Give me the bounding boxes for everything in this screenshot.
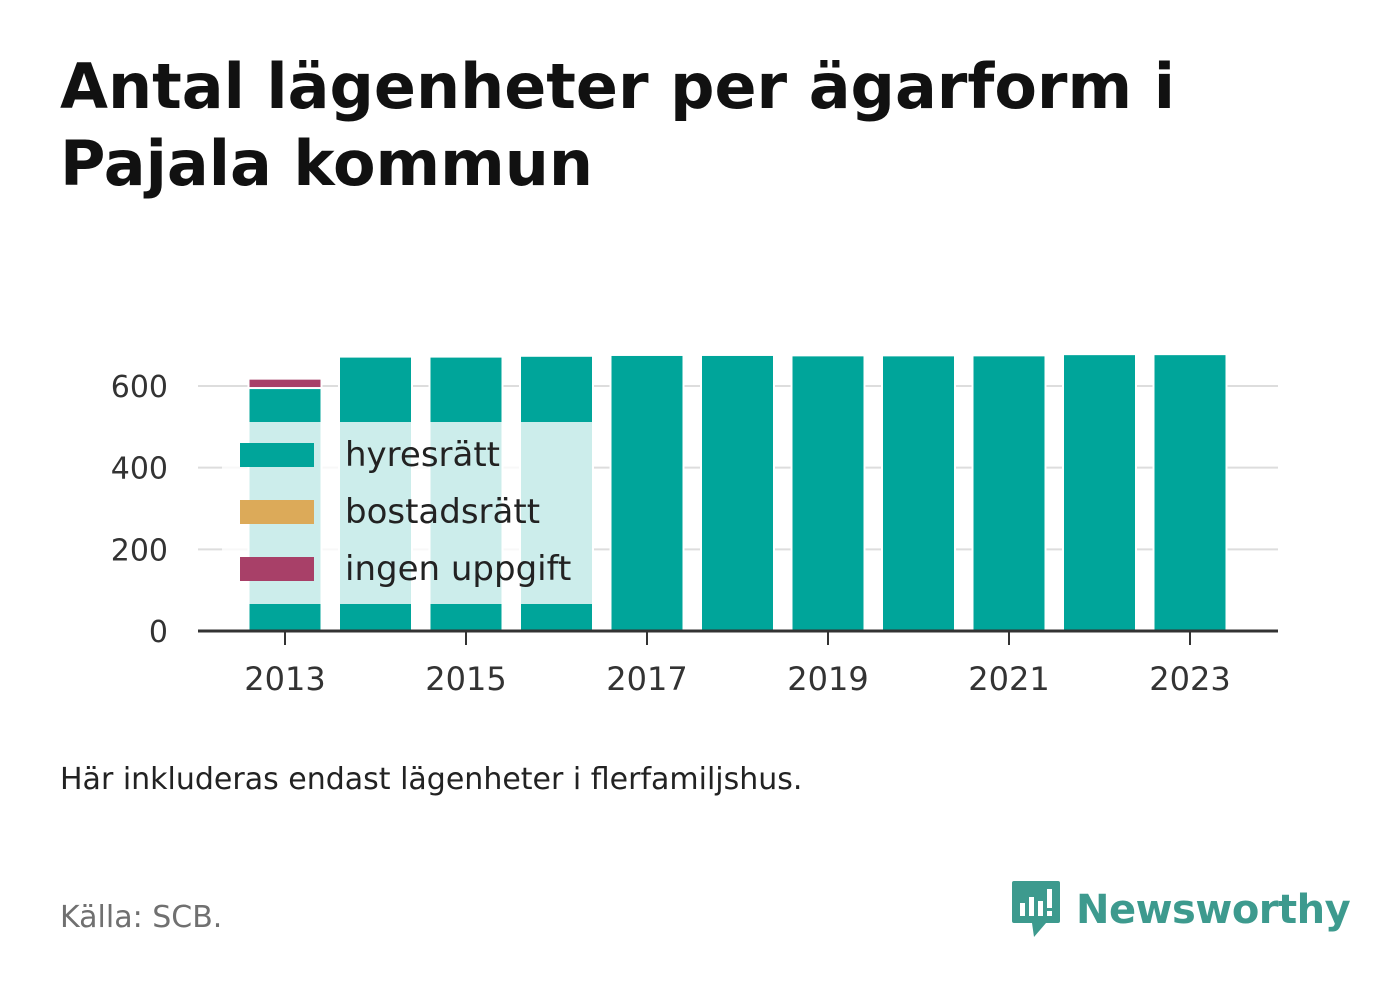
newsworthy-logo-icon <box>1012 881 1060 937</box>
bar-hyresrätt-2023 <box>1152 353 1228 632</box>
y-tick-label: 600 <box>111 370 168 405</box>
x-tick-label: 2023 <box>1149 660 1230 698</box>
chart-title: Antal lägenheter per ägarform i Pajala k… <box>60 50 1175 200</box>
bar-ingen-uppgift-2013 <box>247 377 323 390</box>
chart-note: Här inkluderas endast lägenheter i flerf… <box>60 762 803 797</box>
legend: hyresrätt bostadsrätt ingen uppgift <box>222 422 594 604</box>
x-tick-label: 2021 <box>968 660 1049 698</box>
brand-logo[interactable]: Newsworthy <box>1010 878 1351 942</box>
legend-label: bostadsrätt <box>345 492 540 532</box>
bar-hyresrätt-2022 <box>1062 353 1137 632</box>
legend-label: ingen uppgift <box>345 549 571 589</box>
bar-hyresrätt-2019 <box>790 354 866 632</box>
x-tick-label: 2013 <box>244 660 325 698</box>
axes: 0 200 400 600 2013 2015 2017 2019 2021 2023 <box>111 370 1278 698</box>
legend-label: hyresrätt <box>345 435 500 475</box>
y-tick-label: 400 <box>111 452 168 487</box>
x-tick-label: 2015 <box>425 660 506 698</box>
bar-hyresrätt-2021 <box>971 354 1047 632</box>
bar-hyresrätt-2017 <box>609 353 685 632</box>
x-tick-label: 2019 <box>787 660 868 698</box>
y-tick-label: 200 <box>111 533 168 568</box>
legend-swatch <box>240 557 314 581</box>
bar-hyresrätt-2020 <box>881 354 956 632</box>
legend-swatch <box>240 443 314 467</box>
y-tick-label: 0 <box>149 615 168 650</box>
source-label: Källa: SCB. <box>60 900 223 935</box>
bar-hyresrätt-2018 <box>700 353 775 632</box>
x-tick-label: 2017 <box>606 660 687 698</box>
legend-swatch <box>240 500 314 524</box>
brand-name: Newsworthy <box>1076 887 1351 933</box>
